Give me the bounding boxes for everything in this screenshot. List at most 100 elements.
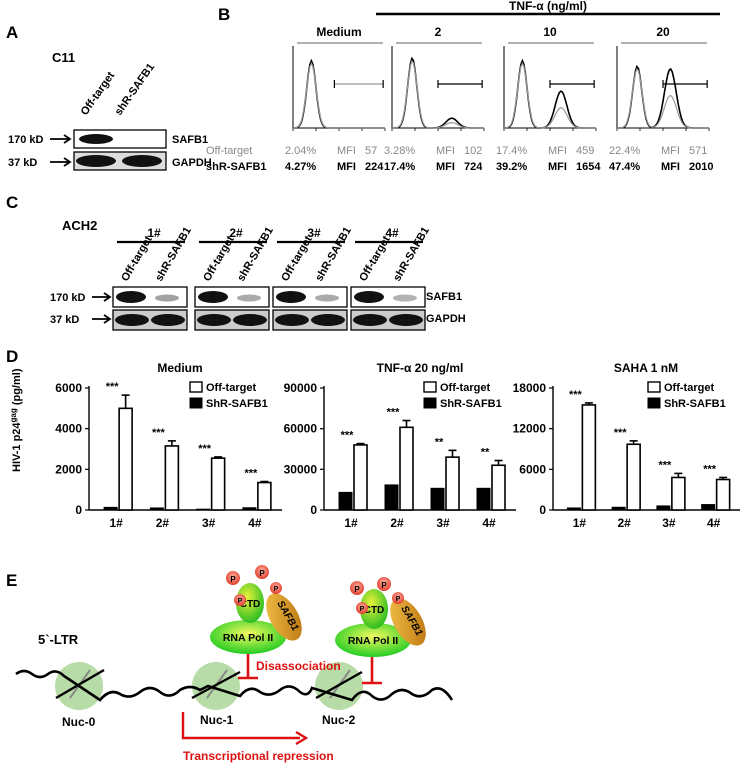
panel-a-arrow-icon [50, 134, 72, 144]
row-label-shr: shR-SAFB1 [206, 161, 267, 173]
nuc-dna-pass [191, 670, 241, 700]
bar-off-target [671, 476, 686, 511]
shr-percent: 47.4% [609, 161, 640, 173]
histogram-curve [617, 64, 709, 129]
panel-d-label: D [6, 347, 18, 366]
legend-label-off-target: Off-target [440, 382, 490, 394]
legend-swatch-off-target [647, 381, 661, 393]
y-tick-label: 0 [310, 503, 317, 517]
panel-a-lane-shr: shR-SAFB1 [113, 61, 158, 117]
panel-a-band [122, 155, 162, 167]
bar-shr [242, 507, 257, 511]
phospho-icon [350, 581, 364, 595]
nuc-0-label: Nuc-0 [62, 715, 96, 729]
band [393, 294, 417, 302]
bar-shr [476, 487, 491, 511]
panel-a-cell-line: C11 [52, 50, 75, 65]
y-tick-label: 0 [539, 503, 546, 517]
phospho-label: P [259, 569, 265, 578]
band [197, 314, 231, 326]
panel-d-ylabel: HIV-1 p24gag (pg/ml) [9, 368, 23, 472]
flow-histogram: 2 3.28% MFI 102 17.4% MFI 724 [384, 25, 485, 173]
off-target-mfi-label: MFI [661, 145, 680, 157]
off-target-percent: 3.28% [384, 145, 415, 157]
y-tick-label: 90000 [284, 381, 318, 395]
x-tick-label: 3# [436, 516, 450, 530]
legend-swatch-off-target [423, 381, 437, 393]
ctd [360, 589, 388, 629]
histogram-curve [392, 59, 484, 129]
panel-c-cell-line: ACH2 [62, 218, 97, 233]
flow-histogram: 20 22.4% MFI 571 47.4% MFI 2010 [609, 25, 713, 173]
phospho-label: P [230, 575, 236, 584]
significance-marker: *** [198, 443, 212, 455]
bar-shr [701, 504, 716, 511]
y-tick-label: 0 [75, 503, 82, 517]
rna-pol-ii-label: RNA Pol II [348, 635, 398, 647]
shr-percent: 39.2% [496, 161, 527, 173]
panel-b-label: B [218, 5, 230, 24]
band [275, 314, 309, 326]
off-target-mfi-label: MFI [337, 145, 356, 157]
phospho-icon [392, 592, 404, 604]
dna-strand [15, 669, 454, 702]
phospho-icon [270, 582, 282, 594]
legend-swatch-shr [189, 397, 203, 409]
panel-a-marker-37: 37 kD [8, 157, 37, 169]
bar-shr [384, 484, 399, 511]
bar-off-target [715, 478, 731, 511]
shr-mfi: 1654 [576, 161, 601, 173]
flow-histogram: 10 17.4% MFI 459 39.2% MFI 1654 [496, 25, 601, 173]
y-tick-label: 12000 [513, 422, 547, 436]
bar-off-target [626, 443, 641, 511]
significance-marker: *** [614, 427, 628, 439]
legend-label-shr: ShR-SAFB1 [440, 398, 502, 410]
shr-mfi-label: MFI [337, 161, 356, 173]
pol-complex-1: RNA Pol II CTD SAFB1 P P P P [210, 565, 302, 654]
y-tick-label: 4000 [55, 422, 82, 436]
x-tick-label: 4# [707, 516, 721, 530]
band [233, 314, 267, 326]
panel-a-protein-gapdh: GAPDH [172, 157, 212, 169]
bar-off-target [581, 404, 597, 511]
histogram-curve [392, 56, 484, 129]
band [354, 291, 384, 303]
band [115, 314, 149, 326]
off-target-mfi: 571 [689, 145, 707, 157]
safb1-protein [266, 593, 302, 641]
y-tick-label: 60000 [284, 422, 318, 436]
off-target-mfi-label: MFI [436, 145, 455, 157]
clone-label: 1# [147, 226, 161, 240]
panel-a-marker-170: 170 kD [8, 134, 44, 146]
phospho-icon [226, 571, 240, 585]
pol-complex-2: RNA Pol II CTD SAFB1 P P P P [335, 577, 426, 657]
off-target-percent: 22.4% [609, 145, 640, 157]
panel-c-marker-37: 37 kD [50, 314, 79, 326]
bar-off-target [118, 407, 133, 511]
band [353, 314, 387, 326]
significance-marker: *** [244, 468, 258, 480]
panel-d: D HIV-1 p24gag (pg/ml) Medium 0 2000 4000 60… [6, 347, 740, 530]
off-target-mfi: 57 [365, 145, 377, 157]
panel-e: E 5`-LTR Nuc-0 Nuc-1 Nuc-2 Transcription… [6, 565, 454, 763]
significance-marker: ** [481, 447, 490, 459]
rna-pol-ii-label: RNA Pol II [223, 632, 273, 644]
histogram-curve [503, 58, 596, 129]
bar-shr [338, 491, 353, 511]
histogram-curve [292, 58, 385, 129]
shr-percent: 4.27% [285, 161, 316, 173]
band [315, 294, 339, 302]
rna-pol-ii [210, 620, 286, 654]
band [311, 314, 345, 326]
flow-histograms: Medium 2.04% MFI 57 4.27% MFI 224 2 3.28% MFI 102 1… [285, 25, 713, 173]
ctd [236, 583, 264, 623]
phospho-label: P [354, 585, 360, 594]
bar-off-target [445, 456, 460, 511]
nuc-2-label: Nuc-2 [322, 713, 356, 727]
panel-a-label: A [6, 23, 18, 42]
x-tick-label: 4# [482, 516, 496, 530]
legend-label-shr: ShR-SAFB1 [664, 398, 726, 410]
y-tick-label: 30000 [284, 462, 318, 476]
panel-c-blots [112, 286, 426, 331]
